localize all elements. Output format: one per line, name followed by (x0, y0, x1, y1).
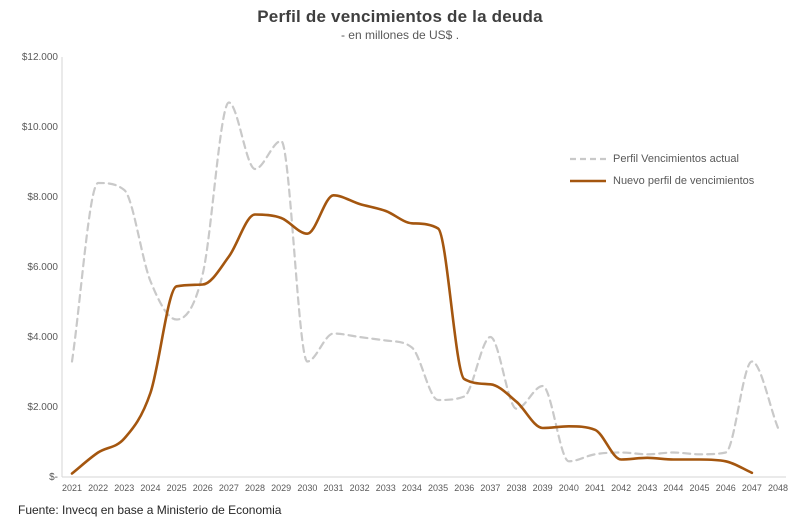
series-line-0 (70, 101, 780, 463)
legend-item-actual: Perfil Vencimientos actual (570, 148, 754, 170)
x-tick-label: 2024 (140, 483, 161, 493)
series-line-1 (70, 194, 754, 475)
x-tick-label: 2035 (428, 483, 449, 493)
x-tick-label: 2039 (532, 483, 553, 493)
y-tick-label: $6.000 (27, 261, 58, 273)
x-tick-label: 2041 (584, 483, 605, 493)
x-tick-label: 2046 (715, 483, 736, 493)
legend: Perfil Vencimientos actual Nuevo perfil … (570, 148, 754, 192)
legend-label-nuevo: Nuevo perfil de vencimientos (613, 175, 755, 187)
legend-item-nuevo: Nuevo perfil de vencimientos (570, 170, 754, 192)
y-tick-label: $10.000 (21, 121, 58, 133)
x-tick-label: 2040 (558, 483, 579, 493)
x-tick-label: 2026 (192, 483, 213, 493)
source-note: Fuente: Invecq en base a Ministerio de E… (18, 503, 282, 517)
x-tick-label: 2048 (767, 483, 789, 493)
x-tick-label: 2044 (663, 483, 684, 493)
x-tick-label: 2034 (401, 483, 422, 493)
x-tick-label: 2037 (480, 483, 501, 493)
y-tick-label: $8.000 (27, 191, 58, 203)
y-tick-label: $2.000 (27, 401, 58, 413)
x-tick-label: 2033 (375, 483, 396, 493)
x-tick-label: 2047 (741, 483, 762, 493)
legend-label-actual: Perfil Vencimientos actual (613, 153, 739, 165)
x-tick-label: 2031 (323, 483, 344, 493)
chart-subtitle: - en millones de US$ . (340, 28, 460, 42)
y-tick-label: $- (49, 471, 58, 483)
x-tick-label: 2036 (454, 483, 475, 493)
x-tick-label: 2043 (637, 483, 658, 493)
x-tick-label: 2029 (271, 483, 292, 493)
x-tick-label: 2027 (218, 483, 239, 493)
y-tick-label: $12.000 (21, 51, 58, 63)
x-tick-label: 2042 (611, 483, 632, 493)
dashed-line-sample (570, 157, 606, 161)
x-tick-label: 2032 (349, 483, 370, 493)
x-tick-label: 2023 (114, 483, 135, 493)
chart-title: Perfil de vencimientos de la deuda (257, 7, 543, 26)
x-tick-label: 2022 (88, 483, 109, 493)
x-tick-label: 2021 (61, 483, 83, 493)
x-tick-label: 2028 (245, 483, 266, 493)
x-tick-label: 2030 (297, 483, 318, 493)
solid-line-sample (570, 179, 606, 183)
y-tick-label: $4.000 (27, 331, 58, 343)
x-tick-label: 2038 (506, 483, 527, 493)
x-tick-label: 2045 (689, 483, 710, 493)
x-tick-label: 2025 (166, 483, 187, 493)
